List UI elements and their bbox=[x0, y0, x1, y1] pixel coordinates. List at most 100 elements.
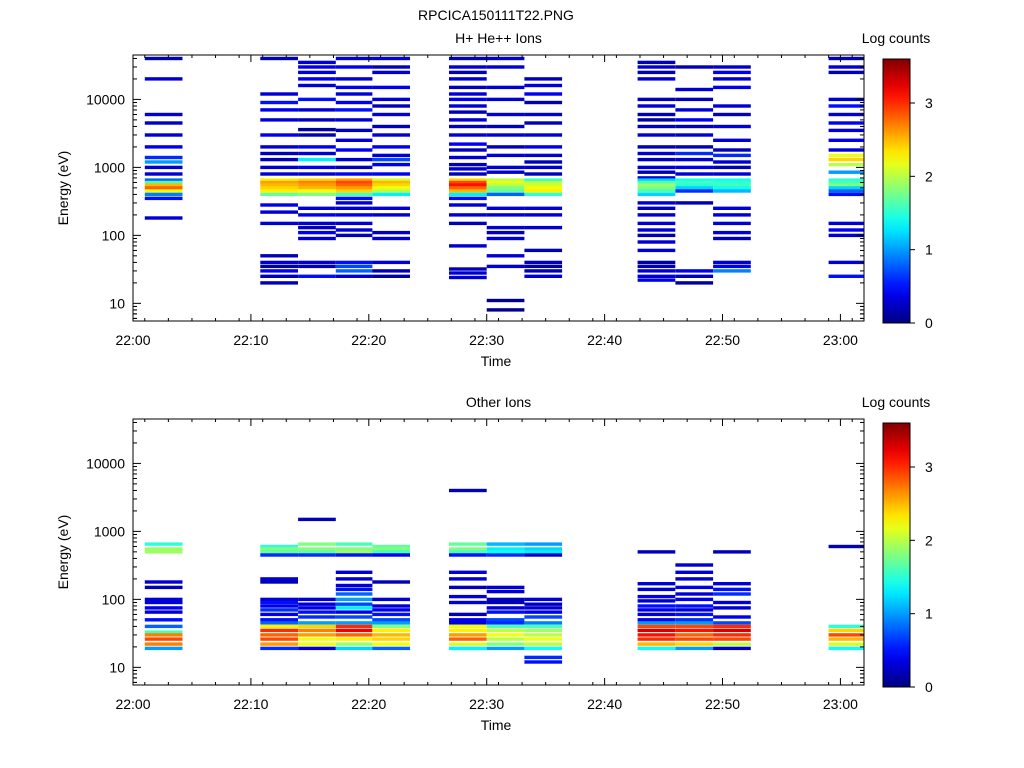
heatmap-cell bbox=[298, 642, 336, 646]
heatmap-cell bbox=[637, 112, 676, 117]
heatmap-cell bbox=[675, 151, 714, 156]
heatmap-cell bbox=[524, 547, 563, 551]
x-axis-label: Time bbox=[481, 717, 512, 733]
heatmap-cell bbox=[335, 183, 373, 187]
heatmap-cell bbox=[335, 642, 373, 646]
heatmap-cell bbox=[144, 606, 183, 610]
heatmap-cell bbox=[335, 621, 373, 625]
heatmap-cell bbox=[524, 206, 563, 210]
heatmap-cell bbox=[637, 228, 676, 232]
heatmap-cell bbox=[144, 585, 183, 590]
panel-title: Other Ions bbox=[466, 394, 531, 410]
heatmap-cell bbox=[637, 621, 676, 625]
heatmap-cell bbox=[637, 186, 676, 190]
heatmap-cell bbox=[298, 624, 336, 629]
heatmap-cell bbox=[144, 155, 183, 160]
heatmap-cell bbox=[260, 618, 298, 622]
heatmap-cell bbox=[524, 83, 563, 88]
heatmap-cell bbox=[675, 118, 714, 122]
heatmap-cell bbox=[372, 269, 410, 273]
heatmap-cell bbox=[335, 592, 373, 596]
heatmap-cell bbox=[449, 624, 487, 629]
heatmap-cell bbox=[713, 621, 751, 625]
heatmap-cell bbox=[449, 148, 487, 152]
heatmap-cell bbox=[335, 92, 373, 96]
heatmap-cell bbox=[524, 633, 563, 637]
heatmap-cell bbox=[713, 124, 751, 129]
heatmap-cell bbox=[675, 633, 714, 637]
heatmap-cell bbox=[828, 221, 864, 226]
heatmap-cells bbox=[144, 56, 864, 312]
y-axis-label: Energy (eV) bbox=[55, 151, 71, 226]
heatmap-cell bbox=[372, 183, 410, 187]
heatmap-cell bbox=[713, 230, 751, 235]
heatmap-cell bbox=[372, 186, 410, 190]
heatmap-cell bbox=[449, 275, 487, 280]
heatmap-cell bbox=[713, 587, 751, 592]
heatmap-cell bbox=[637, 269, 676, 273]
heatmap-cell bbox=[486, 225, 525, 230]
heatmap-cell bbox=[372, 618, 410, 622]
colorbar: 0 1 2 3 Log counts bbox=[862, 30, 933, 331]
colorbar-tick-label: 0 bbox=[925, 315, 933, 331]
heatmap-cell bbox=[335, 633, 373, 637]
heatmap-cell bbox=[449, 162, 487, 167]
heatmap-cell bbox=[335, 577, 373, 581]
heatmap-cell bbox=[260, 547, 298, 551]
heatmap-cell bbox=[828, 138, 864, 142]
heatmap-cell bbox=[298, 628, 336, 633]
heatmap-cell bbox=[260, 189, 298, 193]
heatmap-cell bbox=[449, 213, 487, 217]
heatmap-cell bbox=[828, 121, 864, 125]
heatmap-cell bbox=[713, 148, 751, 152]
x-tick-label: 22:50 bbox=[705, 696, 740, 712]
heatmap-cell bbox=[637, 278, 676, 282]
heatmap-cell bbox=[335, 624, 373, 629]
colorbar-gradient bbox=[882, 58, 911, 324]
heatmap-cell bbox=[486, 192, 525, 197]
heatmap-cell bbox=[298, 274, 336, 278]
heatmap-cell bbox=[675, 612, 714, 617]
heatmap-cell bbox=[260, 550, 298, 554]
heatmap-cell bbox=[524, 92, 563, 96]
heatmap-cell bbox=[260, 642, 298, 646]
heatmap-cell bbox=[675, 604, 714, 608]
heatmap-cell bbox=[144, 112, 183, 117]
panel-title: H+ He++ Ions bbox=[455, 30, 542, 46]
heatmap-cell bbox=[637, 221, 676, 226]
heatmap-cell bbox=[449, 542, 487, 546]
heatmap-cell bbox=[298, 606, 336, 610]
heatmap-cell bbox=[524, 145, 563, 149]
colorbar-tick-label: 2 bbox=[925, 168, 933, 184]
heatmap-cell bbox=[449, 621, 487, 625]
heatmap-cell bbox=[335, 56, 373, 61]
heatmap-cell bbox=[372, 206, 410, 210]
heatmap-cell bbox=[335, 646, 373, 651]
heatmap-cell bbox=[637, 145, 676, 149]
heatmap-cell bbox=[449, 600, 487, 605]
heatmap-cell bbox=[486, 589, 525, 594]
heatmap-cell bbox=[713, 606, 751, 610]
heatmap-cell bbox=[828, 228, 864, 232]
heatmap-cell bbox=[524, 112, 563, 117]
heatmap-cell bbox=[298, 213, 336, 217]
heatmap-cell bbox=[372, 162, 410, 167]
heatmap-cell bbox=[298, 186, 336, 190]
heatmap-cell bbox=[372, 260, 410, 265]
heatmap-cell bbox=[260, 221, 298, 226]
heatmap-cell bbox=[524, 274, 563, 278]
heatmap-cell bbox=[524, 553, 563, 557]
heatmap-cell bbox=[335, 186, 373, 190]
x-tick-label: 22:40 bbox=[587, 332, 622, 348]
x-tick-label: 22:50 bbox=[705, 332, 740, 348]
heatmap-cell bbox=[486, 624, 525, 629]
heatmap-cell bbox=[524, 260, 563, 265]
heatmap-cell bbox=[713, 221, 751, 226]
heatmap-cell bbox=[828, 544, 864, 549]
heatmap-cell bbox=[335, 100, 373, 105]
y-tick-label: 1000 bbox=[94, 523, 125, 539]
heatmap-cell bbox=[372, 172, 410, 176]
heatmap-cell bbox=[260, 628, 298, 633]
heatmap-cell bbox=[828, 186, 864, 190]
heatmap-cell bbox=[524, 153, 563, 158]
